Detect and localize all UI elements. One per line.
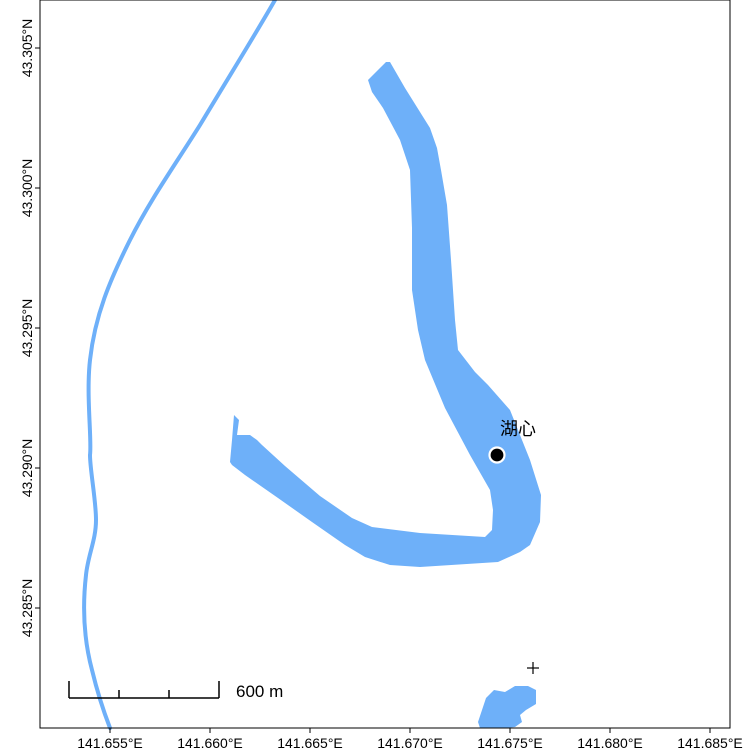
plus-marker-icon [527,662,539,674]
river-line [82,0,277,730]
x-tick-label: 141.685°E [677,735,743,750]
y-tick-label: 43.290°N [19,439,35,498]
lake-polygon [230,62,541,567]
pond-polygon [478,686,536,728]
y-tick-label: 43.295°N [19,299,35,358]
x-tick-label: 141.680°E [577,735,643,750]
map-panel [40,0,730,728]
x-axis: 141.655°E 141.660°E 141.665°E 141.670°E 141.… [77,728,743,750]
scale-bar-label: 600 m [236,682,283,701]
y-axis: 43.285°N 43.290°N 43.295°N 43.300°N 43.305°N [19,19,40,638]
x-tick-label: 141.660°E [177,735,243,750]
x-tick-label: 141.655°E [77,735,143,750]
poi-marker[interactable] [488,446,506,464]
x-tick-label: 141.665°E [277,735,343,750]
y-tick-label: 43.285°N [19,579,35,638]
scale-bar [68,681,220,699]
y-tick-label: 43.300°N [19,159,35,218]
map-frame [39,0,731,729]
poi-label: 湖心 [500,419,536,440]
x-tick-label: 141.675°E [477,735,543,750]
x-tick-label: 141.670°E [377,735,443,750]
y-tick-label: 43.305°N [19,19,35,78]
